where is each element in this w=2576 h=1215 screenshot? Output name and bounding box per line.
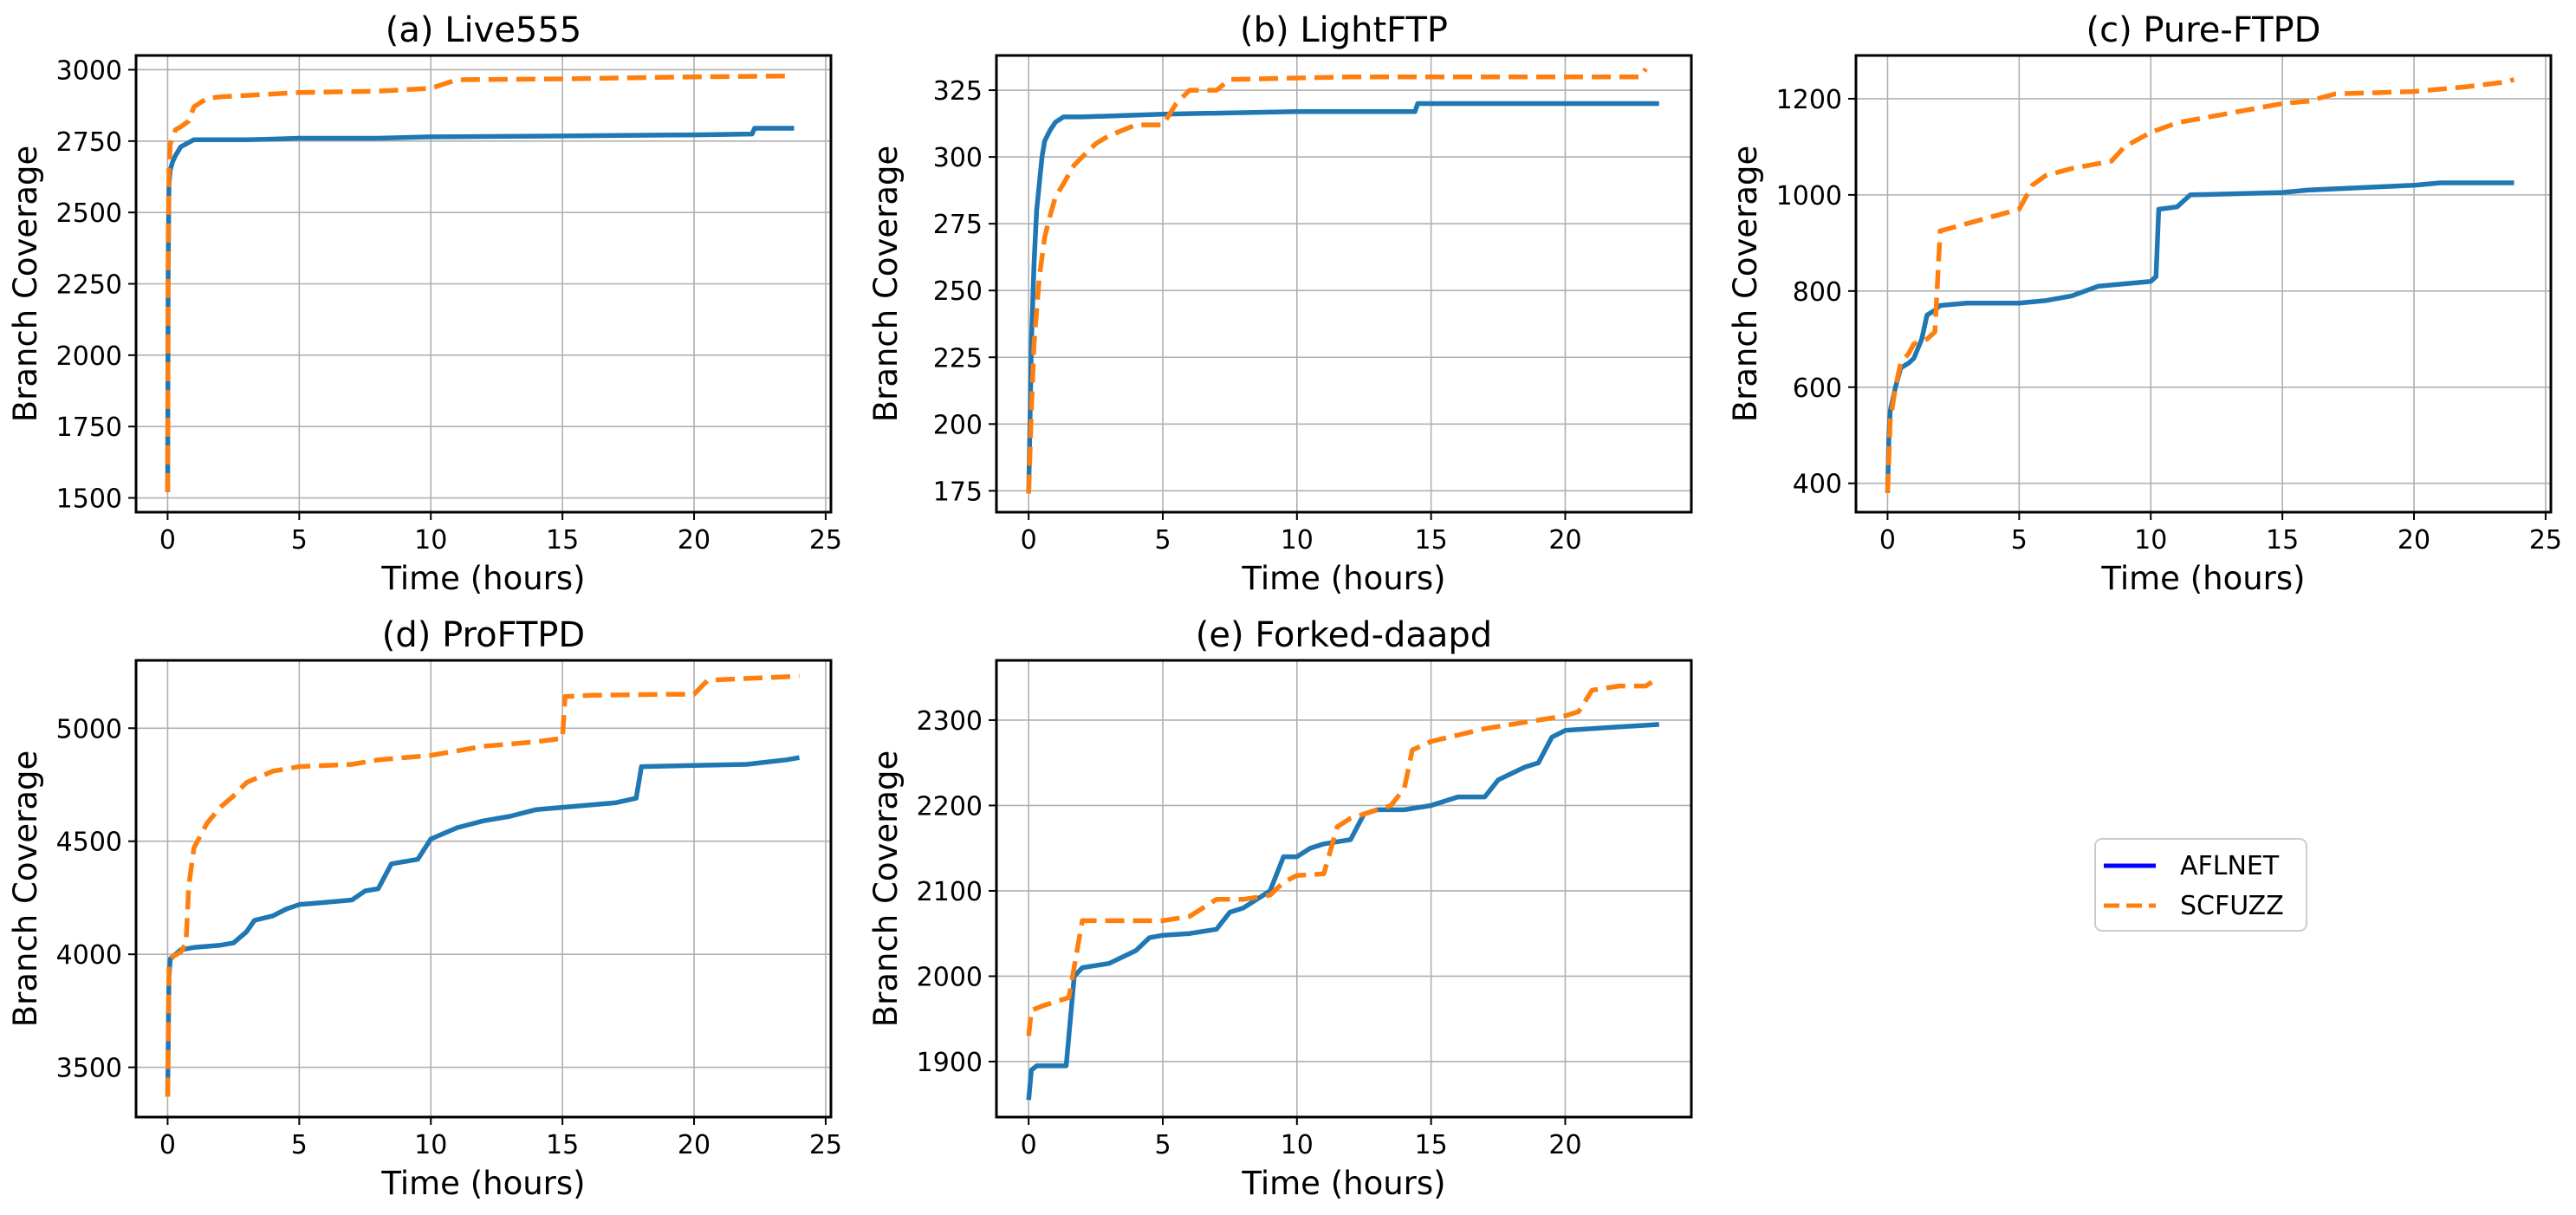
plot-frame [1854,54,2553,514]
y-tick-label: 400 [1793,470,1842,500]
y-tick-label: 2100 [917,877,983,907]
y-axis-label: Branch Coverage [867,750,905,1028]
chart-panel-3: 0 5 10 15 20 25 3500 4000 4500 5000 (d) ProFTPD Tim… [7,615,842,1202]
x-tick-label: 10 [1281,1130,1314,1160]
y-tick-label: 225 [933,343,983,374]
plot-frame [995,659,1693,1119]
x-tick-label: 10 [414,1130,447,1160]
y-tick-label: 200 [933,410,983,440]
y-tick-label: 4500 [56,828,122,858]
chart-panels: 0 5 10 15 20 251500175020002250250027503000(a… [7,10,2562,1202]
x-axis-label: Time (hours) [1241,1165,1445,1202]
y-tick-label: 2000 [56,341,122,372]
chart-panel-4: 0 5 10 15 20 1900 2000 2100 2200 2300 (e) Forked-d… [867,615,1693,1202]
x-tick-label: 15 [546,525,579,556]
x-tick-label: 15 [1415,1130,1448,1160]
x-tick-label: 20 [678,525,711,556]
chart-panel-2: 0 5 10 15 20 25 400 600 800 1000 1200 (c) Pure-FTPD… [1727,10,2562,597]
y-tick-label: 300 [933,143,983,173]
x-tick-label: 0 [1021,1130,1037,1160]
x-tick-label: 5 [291,525,308,556]
x-axis-label: Time (hours) [380,560,585,597]
y-tick-label: 2500 [56,198,122,229]
chart-title: (c) Pure-FTPD [2086,10,2321,50]
y-axis-label: Branch Coverage [867,146,905,423]
y-tick-label: 4000 [56,940,122,971]
series-line-aflnet [165,126,795,492]
y-tick-label: 1500 [56,484,122,515]
y-tick-label: 600 [1793,374,1842,404]
x-tick-label: 10 [2134,525,2167,556]
x-tick-label: 5 [1154,1130,1171,1160]
x-tick-label: 10 [414,525,447,556]
legend-label-scfuzz: SCFUZZ [2180,891,2284,921]
y-tick-label: 2200 [917,791,983,822]
y-tick-label: 2750 [56,127,122,158]
chart-title: (e) Forked-daapd [1196,615,1492,655]
series-line-scfuzz [1885,77,2515,493]
x-tick-label: 5 [2011,525,2028,556]
x-tick-label: 0 [159,525,176,556]
y-tick-label: 1750 [56,413,122,443]
chart-title: (a) Live555 [386,10,581,50]
y-tick-label: 325 [933,76,983,107]
chart-panel-1: 0 5 10 15 20 175 200 225 250 275 300 325 (b) LightFT… [867,10,1693,597]
x-tick-label: 15 [2266,525,2299,556]
chart-title: (b) LightFTP [1240,10,1448,50]
y-tick-label: 1900 [917,1048,983,1078]
y-tick-label: 1000 [1776,181,1842,211]
x-tick-label: 20 [2398,525,2430,556]
x-tick-label: 15 [546,1130,579,1160]
x-axis-label: Time (hours) [380,1165,585,1202]
y-tick-label: 2000 [917,962,983,992]
y-tick-label: 3000 [56,55,122,86]
y-tick-label: 275 [933,210,983,240]
x-tick-label: 25 [809,525,842,556]
x-tick-label: 25 [2529,525,2562,556]
series-line-aflnet [1026,722,1659,1101]
series-line-aflnet [1026,101,1659,494]
x-axis-label: Time (hours) [1241,560,1445,597]
series-line-aflnet [1885,180,2514,493]
series-line-scfuzz [1026,67,1648,494]
y-tick-label: 5000 [56,714,122,744]
plot-frame [134,659,833,1119]
y-tick-label: 3500 [56,1054,122,1084]
x-tick-label: 0 [1879,525,1896,556]
y-tick-label: 800 [1793,277,1842,308]
chart-title: (d) ProFTPD [382,615,585,655]
x-tick-label: 10 [1281,525,1314,556]
x-tick-label: 20 [1548,1130,1581,1160]
x-tick-label: 5 [1154,525,1171,556]
plot-frame [995,54,1693,514]
x-tick-label: 5 [291,1130,308,1160]
y-tick-label: 2300 [917,706,983,737]
y-tick-label: 1200 [1776,85,1842,115]
legend: AFLNET SCFUZZ [2094,838,2307,932]
series-line-scfuzz [165,73,787,492]
legend-box [2094,838,2307,932]
series-line-scfuzz [1026,675,1661,1036]
x-tick-label: 25 [809,1130,842,1160]
legend-label-aflnet: AFLNET [2180,851,2280,881]
x-tick-label: 15 [1415,525,1448,556]
y-tick-label: 175 [933,477,983,507]
y-tick-label: 250 [933,276,983,307]
x-tick-label: 0 [1021,525,1037,556]
x-axis-label: Time (hours) [2100,560,2305,597]
series-line-scfuzz [165,673,800,1097]
x-tick-label: 0 [159,1130,176,1160]
y-tick-label: 2250 [56,270,122,301]
chart-panel-0: 0 5 10 15 20 25 1500 1750 2000 2250 2500 2750 3000 (a… [7,10,842,597]
y-axis-label: Branch Coverage [7,146,44,423]
y-axis-label: Branch Coverage [7,750,44,1028]
series-line-aflnet [165,755,800,1097]
x-tick-label: 20 [678,1130,711,1160]
x-tick-label: 20 [1548,525,1581,556]
y-axis-label: Branch Coverage [1727,146,1764,423]
